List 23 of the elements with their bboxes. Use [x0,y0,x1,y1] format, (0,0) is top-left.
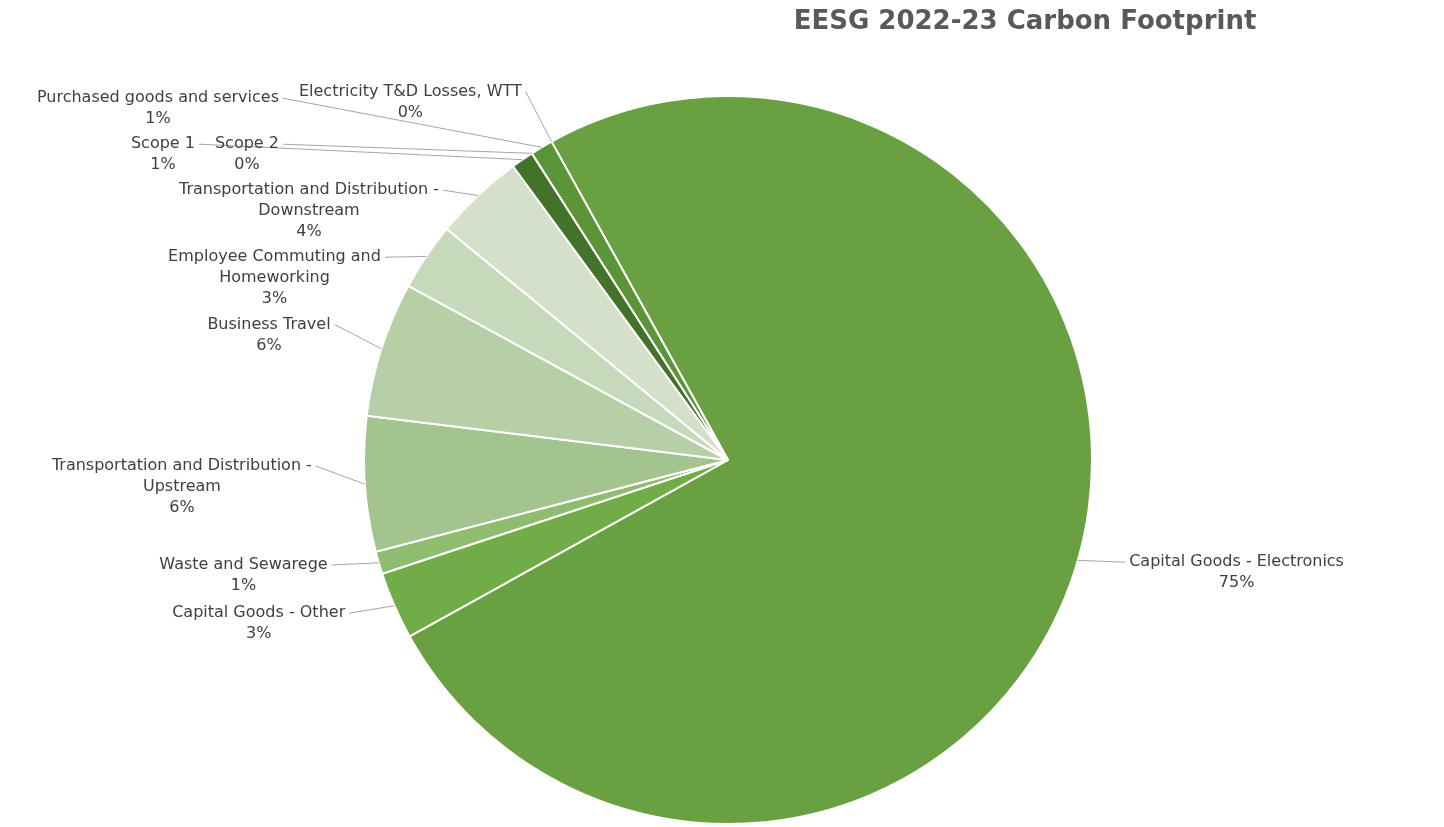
slice-label: Transportation and Distribution - Downstream [177,179,439,220]
slice-label: Employee Commuting and Homeworking [168,246,381,287]
data-label: 6% [169,497,195,517]
slice-label: Waste and Sewarege [159,554,328,574]
data-label: 3% [261,288,288,308]
data-label: 6% [256,334,282,354]
category-label: Scope 2 [214,133,279,153]
slice-label: Transportation and Distribution - Upstream [50,455,312,496]
slice-label: Purchased goods and services [36,87,279,107]
data-label: 1% [230,575,257,595]
data-label: 3% [246,623,272,643]
category-label: Electricity T&D Losses, WTT [298,80,522,100]
text: 0% [397,101,424,121]
slice-label: Capital Goods - Electronics [1129,551,1344,571]
text: 0% [234,154,260,174]
slice-label: Capital Goods - Other [172,602,346,622]
slice-label: Business Travel [207,313,331,333]
data-label: 1% [150,154,176,174]
slice-label: Scope 1 [130,133,195,153]
chart-title: EESG 2022-23 Carbon Footprint [793,4,1257,35]
data-label: 75% [1218,572,1255,592]
data-label: 1% [145,108,171,128]
data-label: 4% [296,221,322,241]
